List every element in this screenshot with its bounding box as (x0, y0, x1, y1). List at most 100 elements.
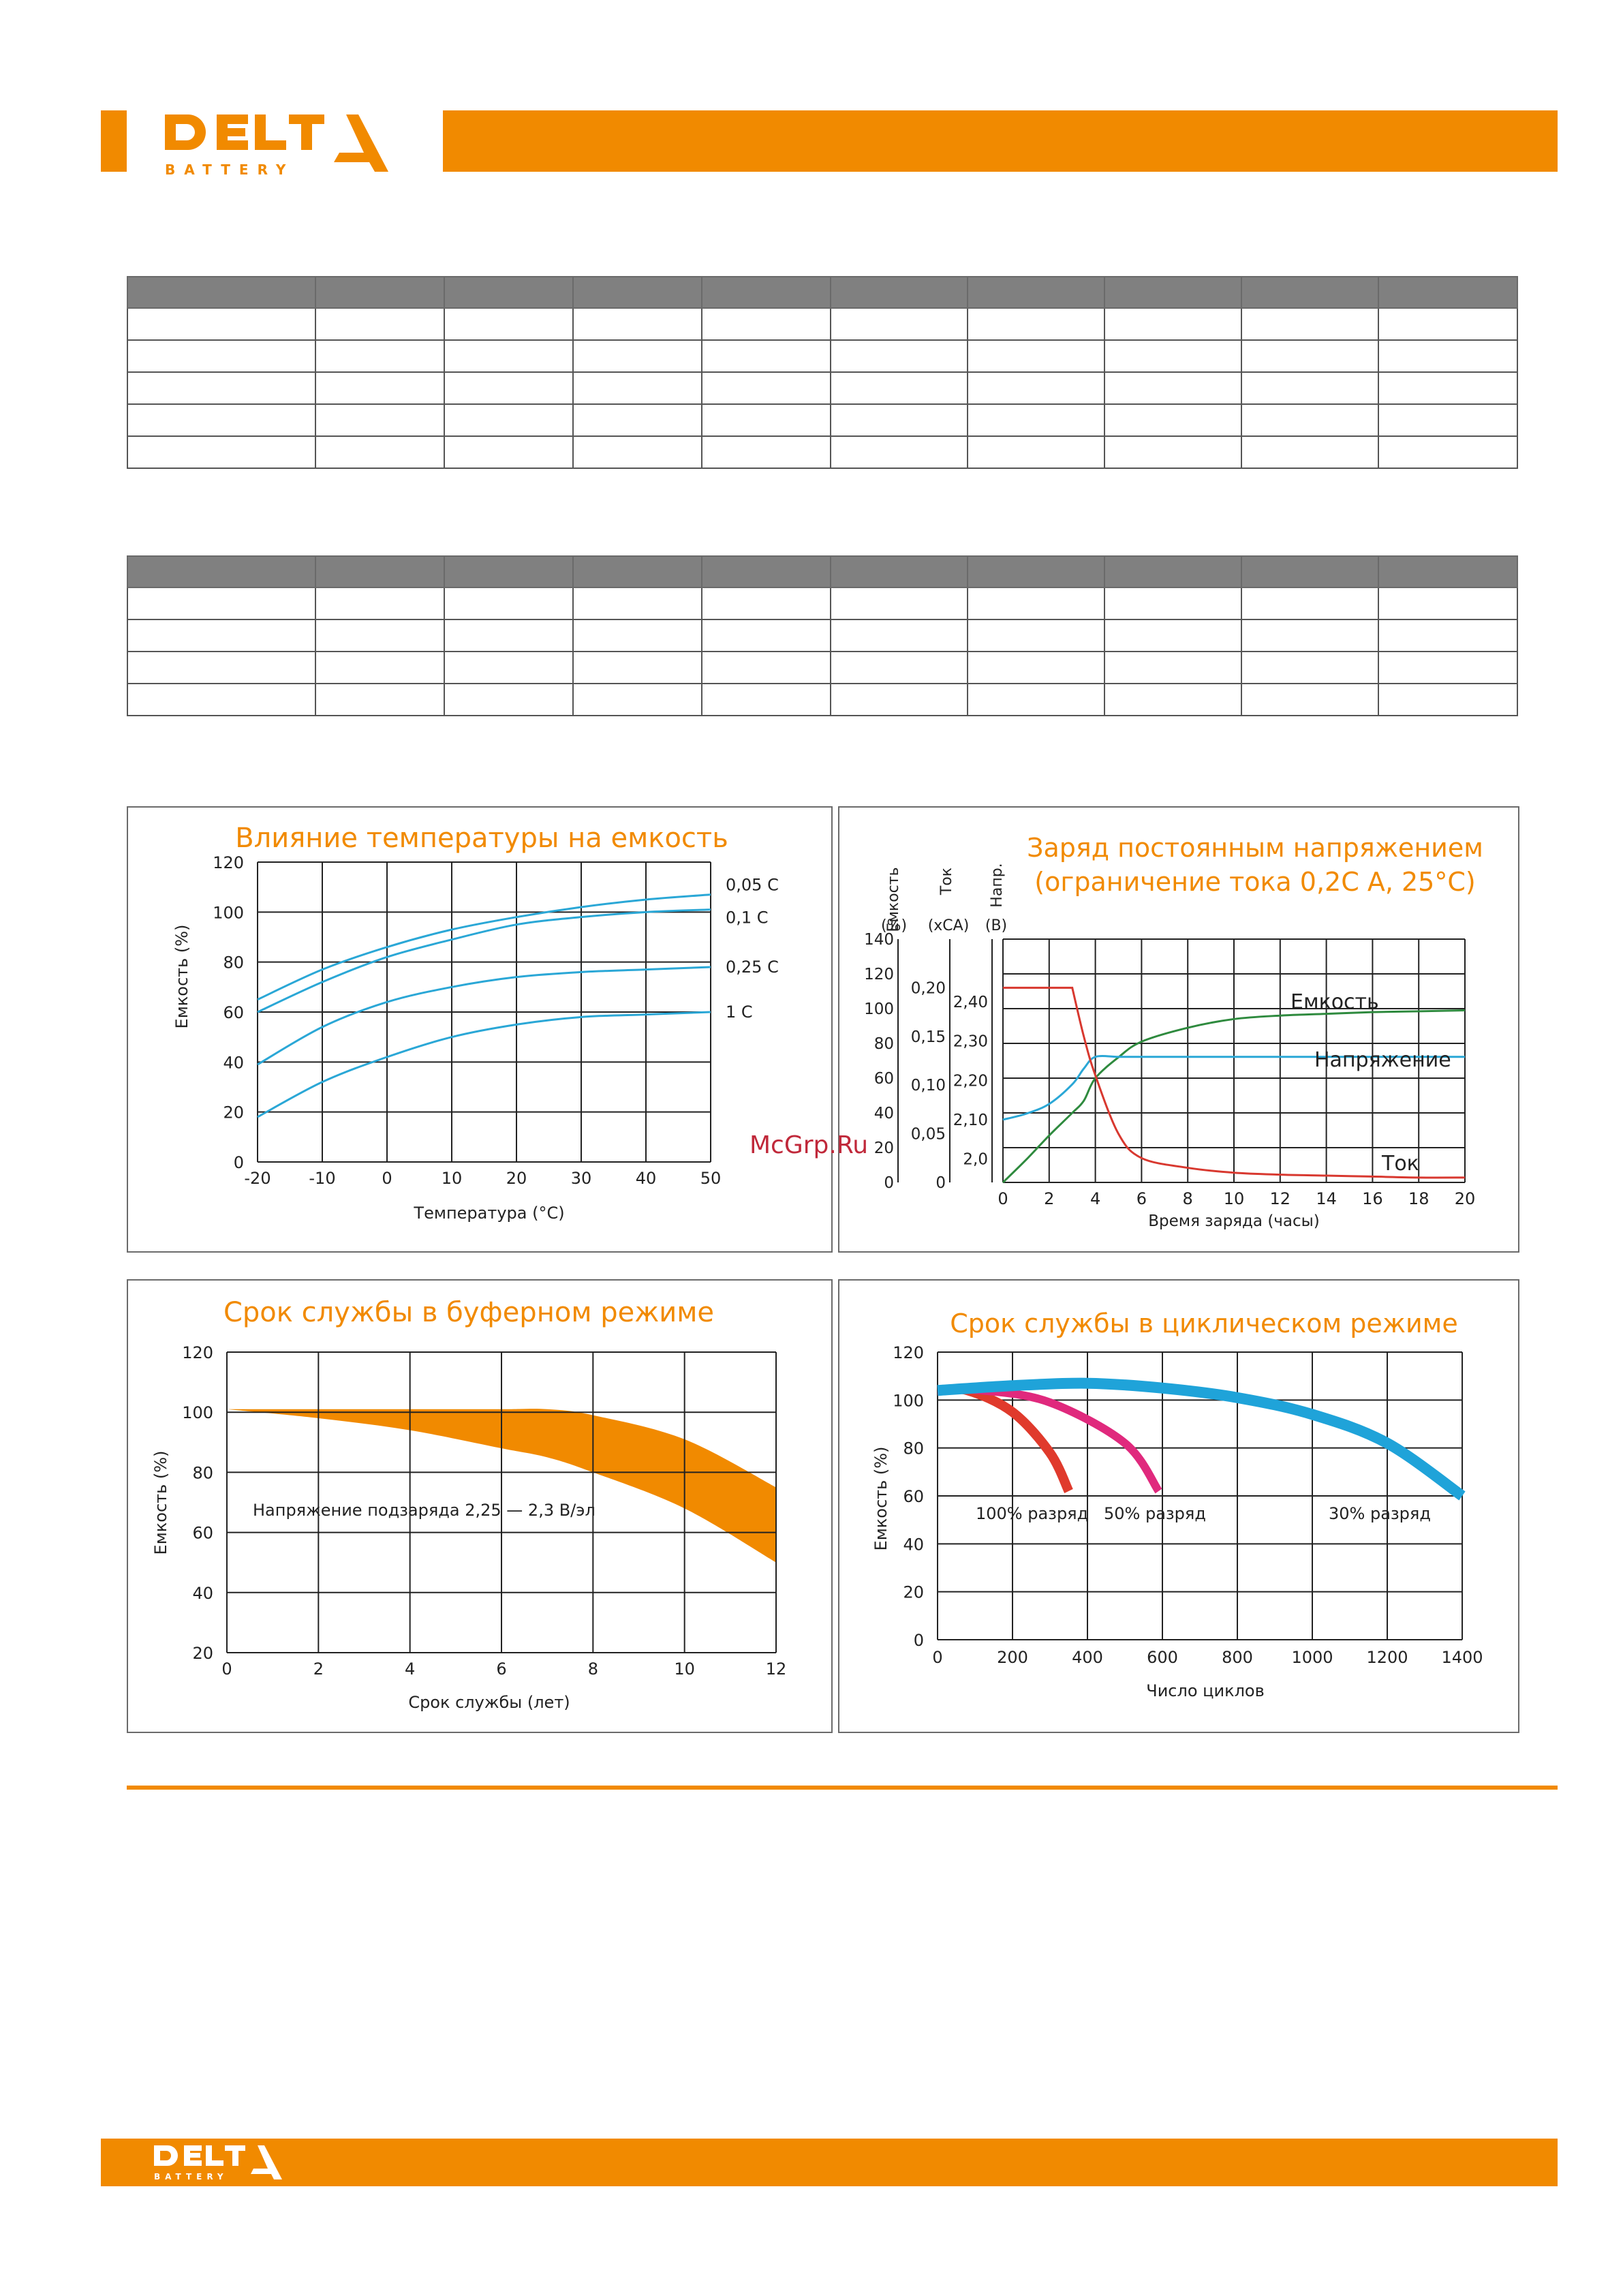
table-row (127, 339, 1518, 373)
x-tick-label: 0 (998, 1189, 1008, 1208)
cycle-series-line (937, 1377, 1466, 1501)
spec-table-1 (127, 276, 1518, 469)
chart-constant-voltage-charge: Заряд постоянным напряжением (ограничени… (838, 806, 1519, 1253)
x-tick-label: 10 (674, 1659, 695, 1679)
x-tick-label: 30 (571, 1169, 592, 1188)
x-tick-label: 8 (588, 1659, 598, 1679)
chart-temperature-capacity: Влияние температуры на емкость -20 -10 0 10… (127, 806, 833, 1253)
section-divider (127, 1786, 1558, 1790)
capacity-header: Емкость (885, 867, 902, 932)
current-header-unit: (хСА) (928, 917, 970, 934)
table-header-row (127, 555, 1518, 588)
series-line (257, 908, 711, 1013)
x-tick-label: 20 (1455, 1189, 1476, 1208)
table-row (127, 587, 1518, 620)
x-tick-label: 800 (1222, 1648, 1253, 1667)
x-tick-label: 6 (1137, 1189, 1147, 1208)
capacity-tick-label: 100 (864, 1000, 894, 1018)
y-tick-label: 120 (893, 1343, 924, 1362)
series-line (257, 966, 711, 1066)
capacity-tick-label: 0 (884, 1174, 894, 1192)
capacity-label: Емкость (1290, 990, 1379, 1014)
table-row (127, 651, 1518, 684)
y-tick-label: 120 (182, 1343, 213, 1362)
x-tick-label: 12 (766, 1659, 787, 1679)
chart-cyclic-service-life: Срок службы в циклическом режиме 0 200 400… (838, 1279, 1519, 1733)
header-bar (443, 110, 1558, 172)
voltage-header: Напр. (989, 863, 1006, 907)
capacity-tick-label: 140 (864, 931, 894, 949)
table-row (127, 435, 1518, 469)
y-tick-label: 40 (223, 1053, 244, 1072)
float-voltage-note: Напряжение подзаряда 2,25 — 2,3 В/эл (253, 1501, 596, 1520)
series-label: 0,05 C (726, 876, 779, 895)
chart-title-line-1: Заряд постоянным напряжением (1027, 833, 1483, 863)
float-life-band (227, 1409, 776, 1563)
y-axis-label: Емкость (%) (871, 1447, 891, 1551)
x-tick-label: 6 (496, 1659, 506, 1679)
chart-title: Срок службы в буферном режиме (223, 1297, 714, 1328)
y-tick-label: 20 (903, 1583, 924, 1602)
capacity-tick-label: 120 (864, 966, 894, 983)
current-tick-label: 0,05 (911, 1126, 946, 1144)
x-tick-label: 18 (1408, 1189, 1429, 1208)
y-tick-label: 40 (903, 1535, 924, 1554)
cycle-series-label: 100% разряд (976, 1504, 1088, 1523)
x-tick-label: 10 (442, 1169, 463, 1188)
watermark: McGrp.Ru (749, 1131, 869, 1159)
x-tick-label: 40 (636, 1169, 657, 1188)
y-tick-label: 120 (213, 853, 244, 872)
y-axis-label: Емкость (%) (172, 925, 191, 1029)
chart-float-service-life: Срок службы в буферном режиме 0 2 4 6 8 10 12 2… (127, 1279, 833, 1733)
x-tick-label: 1200 (1366, 1648, 1408, 1667)
chart-title-line-2: (ограничение тока 0,2С А, 25°С) (1034, 867, 1475, 897)
x-tick-label: 400 (1072, 1648, 1103, 1667)
x-tick-label: 12 (1270, 1189, 1291, 1208)
delta-battery-logo: BATTERY (164, 109, 406, 178)
table-row (127, 683, 1518, 716)
cycle-series-label: 30% разряд (1329, 1504, 1431, 1523)
x-tick-label: 0 (932, 1648, 942, 1667)
current-tick-label: 0 (936, 1174, 946, 1192)
x-tick-label: 4 (405, 1659, 415, 1679)
x-tick-label: 8 (1183, 1189, 1193, 1208)
x-tick-label: -20 (244, 1169, 270, 1188)
y-tick-label: 0 (914, 1631, 924, 1650)
x-tick-label: 4 (1090, 1189, 1100, 1208)
x-tick-label: 600 (1147, 1648, 1178, 1667)
y-tick-label: 100 (893, 1391, 924, 1410)
series-line (257, 893, 711, 1001)
y-tick-label: 0 (234, 1153, 244, 1172)
capacity-tick-label: 60 (874, 1070, 894, 1088)
x-tick-label: 1400 (1441, 1648, 1483, 1667)
voltage-header-unit: (В) (985, 917, 1007, 934)
x-tick-label: 2 (1044, 1189, 1054, 1208)
cycle-series-line (937, 1385, 1162, 1494)
y-tick-label: 80 (903, 1439, 924, 1458)
table-row (127, 371, 1518, 405)
footer-logo: BATTERY (154, 2145, 282, 2182)
svg-text:BATTERY: BATTERY (154, 2172, 228, 2182)
table-row (127, 307, 1518, 341)
x-tick-label: 0 (382, 1169, 392, 1188)
x-tick-label: 2 (313, 1659, 324, 1679)
y-tick-label: 80 (192, 1463, 213, 1482)
x-tick-label: 20 (506, 1169, 527, 1188)
current-tick-label: 0,15 (911, 1028, 946, 1046)
series-line (257, 1011, 711, 1118)
voltage-label: Напряжение (1314, 1048, 1451, 1072)
voltage-tick-label: 2,0 (963, 1150, 988, 1168)
y-tick-label: 80 (223, 953, 244, 973)
voltage-tick-label: 2,30 (953, 1033, 988, 1051)
spec-table-2 (127, 555, 1518, 716)
chart-title: Влияние температуры на емкость (235, 823, 728, 854)
header-accent-bar (101, 110, 127, 172)
voltage-tick-label: 2,40 (953, 994, 988, 1011)
voltage-tick-label: 2,20 (953, 1072, 988, 1090)
current-tick-label: 0,10 (911, 1077, 946, 1095)
chart-title: Срок службы в циклическом режиме (950, 1308, 1457, 1338)
y-tick-label: 20 (192, 1644, 213, 1663)
svg-text:BATTERY: BATTERY (165, 162, 294, 177)
x-tick-label: 0 (221, 1659, 232, 1679)
y-tick-label: 60 (223, 1003, 244, 1022)
